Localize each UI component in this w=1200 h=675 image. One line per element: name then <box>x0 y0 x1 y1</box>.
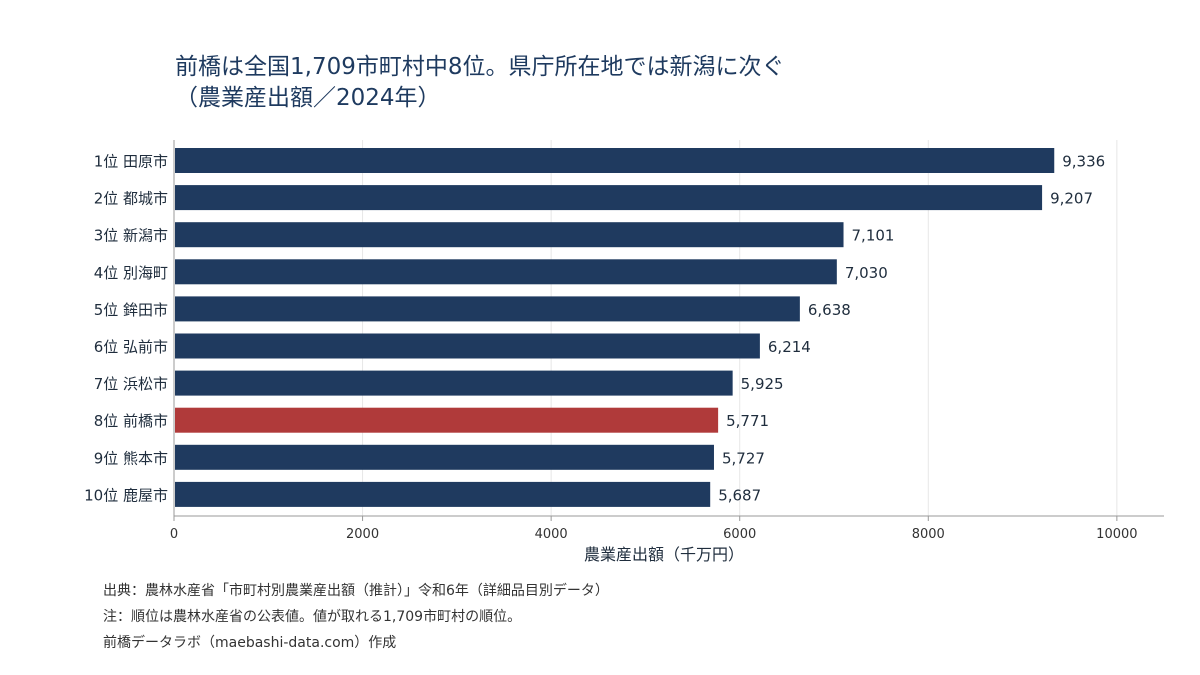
y-tick-label: 6位 弘前市 <box>94 338 168 356</box>
bar <box>175 481 711 507</box>
chart-title: 前橋は全国1,709市町村中8位。県庁所在地では新潟に次ぐ （農業産出額／202… <box>175 54 785 111</box>
y-tick-label: 2位 都城市 <box>94 190 168 208</box>
bar <box>175 259 837 285</box>
axes: 0 2000 4000 6000 8000 10000 1位 田原市 2位 都城市 3位 新潟市… <box>84 140 1164 542</box>
bar <box>175 407 719 433</box>
y-tick-label: 5位 鉾田市 <box>94 301 168 319</box>
y-tick-label: 10位 鹿屋市 <box>84 486 168 504</box>
data-label: 9,336 <box>1062 153 1105 171</box>
x-tick-label: 4000 <box>535 527 568 542</box>
bar-chart: 9,336 9,207 7,101 7,030 6,638 6,214 5,925 5,771… <box>84 140 1164 564</box>
bar <box>175 333 760 359</box>
y-tick-label: 7位 浜松市 <box>94 375 168 393</box>
x-tick-label: 2000 <box>346 527 379 542</box>
x-tick-label: 10000 <box>1096 527 1137 542</box>
y-tick-label: 9位 熊本市 <box>94 449 168 467</box>
x-axis-label: 農業産出額（千万円） <box>584 545 744 564</box>
y-tick-label: 8位 前橋市 <box>94 412 168 430</box>
x-tick-label: 0 <box>170 527 178 542</box>
data-label: 9,207 <box>1050 190 1093 208</box>
data-label: 5,727 <box>722 449 765 467</box>
data-label: 5,925 <box>741 375 784 393</box>
bar <box>175 370 733 396</box>
data-label: 5,687 <box>718 486 761 504</box>
footnotes: 出典：農林水産省「市町村別農業産出額（推計）」令和6年（詳細品目別データ） 注：… <box>103 578 609 656</box>
data-label: 7,101 <box>852 227 895 245</box>
y-tick-label: 1位 田原市 <box>94 153 168 171</box>
bars: 9,336 9,207 7,101 7,030 6,638 6,214 5,925 5,771… <box>175 148 1105 507</box>
x-tick-label: 6000 <box>723 527 756 542</box>
y-tick-label: 4位 別海町 <box>94 264 168 282</box>
source-note: 出典：農林水産省「市町村別農業産出額（推計）」令和6年（詳細品目別データ） <box>103 583 609 599</box>
y-tick-label: 3位 新潟市 <box>94 227 168 245</box>
bar <box>175 148 1055 173</box>
credit-note: 前橋データラボ（maebashi-data.com）作成 <box>103 635 397 651</box>
bar <box>175 296 800 322</box>
data-label: 7,030 <box>845 264 888 282</box>
data-label: 5,771 <box>726 412 769 430</box>
bar <box>175 222 844 248</box>
x-tick-label: 8000 <box>912 527 945 542</box>
ranking-note: 注：順位は農林水産省の公表値。値が取れる1,709市町村の順位。 <box>103 609 522 625</box>
data-label: 6,638 <box>808 301 851 319</box>
data-label: 6,214 <box>768 338 811 356</box>
bar <box>175 185 1043 211</box>
bar <box>175 444 714 470</box>
